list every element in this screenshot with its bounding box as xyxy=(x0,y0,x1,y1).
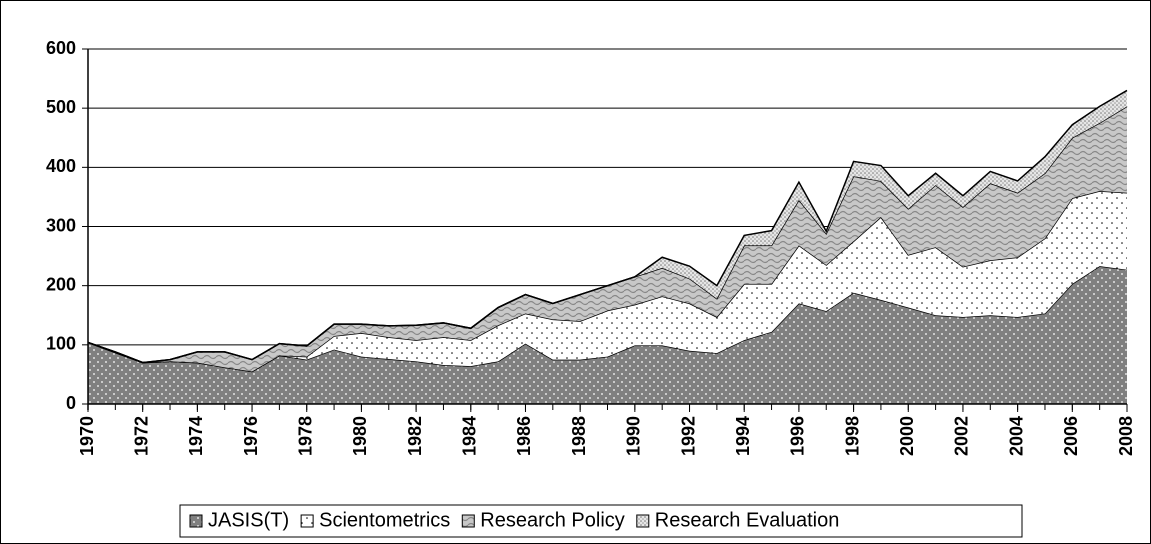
x-tick-label: 1988 xyxy=(569,416,589,456)
y-tick-label: 200 xyxy=(46,274,76,294)
areas xyxy=(87,89,1128,404)
x-tick-label: 1996 xyxy=(788,416,808,456)
x-tick-label: 1978 xyxy=(295,416,315,456)
x-tick-label: 1994 xyxy=(733,416,753,456)
x-tick-label: 2002 xyxy=(952,416,972,456)
area-edge xyxy=(87,89,1128,364)
y-tick-label: 300 xyxy=(46,215,76,235)
legend-swatch xyxy=(189,514,203,528)
x-tick-label: 1980 xyxy=(350,416,370,456)
legend: JASIS(T) Scientometrics Research Policy Res… xyxy=(189,509,840,531)
x-tick-label: 2008 xyxy=(1116,416,1136,456)
x-tick-label: 1984 xyxy=(460,416,480,456)
legend-label: Scientometrics xyxy=(319,509,450,531)
legend-swatch xyxy=(461,514,475,528)
x-tick-label: 1970 xyxy=(77,416,97,456)
area xyxy=(88,106,1127,372)
x-tick-label: 2004 xyxy=(1006,416,1026,456)
y-tick-label: 0 xyxy=(66,393,76,413)
area xyxy=(88,266,1127,404)
axes: 0 100 200 300 400 500 600 1970 1972 1974 1976 1978 1… xyxy=(46,38,1136,456)
x-tick-label: 1974 xyxy=(186,416,206,456)
legend-label: JASIS(T) xyxy=(208,509,289,531)
x-tick-label: 1990 xyxy=(624,416,644,456)
x-tick-label: 1998 xyxy=(842,416,862,456)
x-tick-label: 2006 xyxy=(1061,416,1081,456)
x-tick-label: 1976 xyxy=(241,416,261,456)
legend-swatch xyxy=(300,514,314,528)
y-tick-label: 100 xyxy=(46,334,76,354)
x-tick-label: 1982 xyxy=(405,416,425,456)
x-tick-label: 1986 xyxy=(514,416,534,456)
area xyxy=(88,191,1127,372)
y-tick-label: 500 xyxy=(46,97,76,117)
legend-box xyxy=(179,504,1023,538)
x-tick-label: 1972 xyxy=(131,416,151,456)
x-tick-label: 1992 xyxy=(678,416,698,456)
legend-swatch xyxy=(636,514,650,528)
y-tick-label: 600 xyxy=(46,38,76,58)
x-tick-label: 2000 xyxy=(897,416,917,456)
legend-label: Research Evaluation xyxy=(655,509,840,531)
y-tick-label: 400 xyxy=(46,156,76,176)
legend-label: Research Policy xyxy=(480,509,625,531)
